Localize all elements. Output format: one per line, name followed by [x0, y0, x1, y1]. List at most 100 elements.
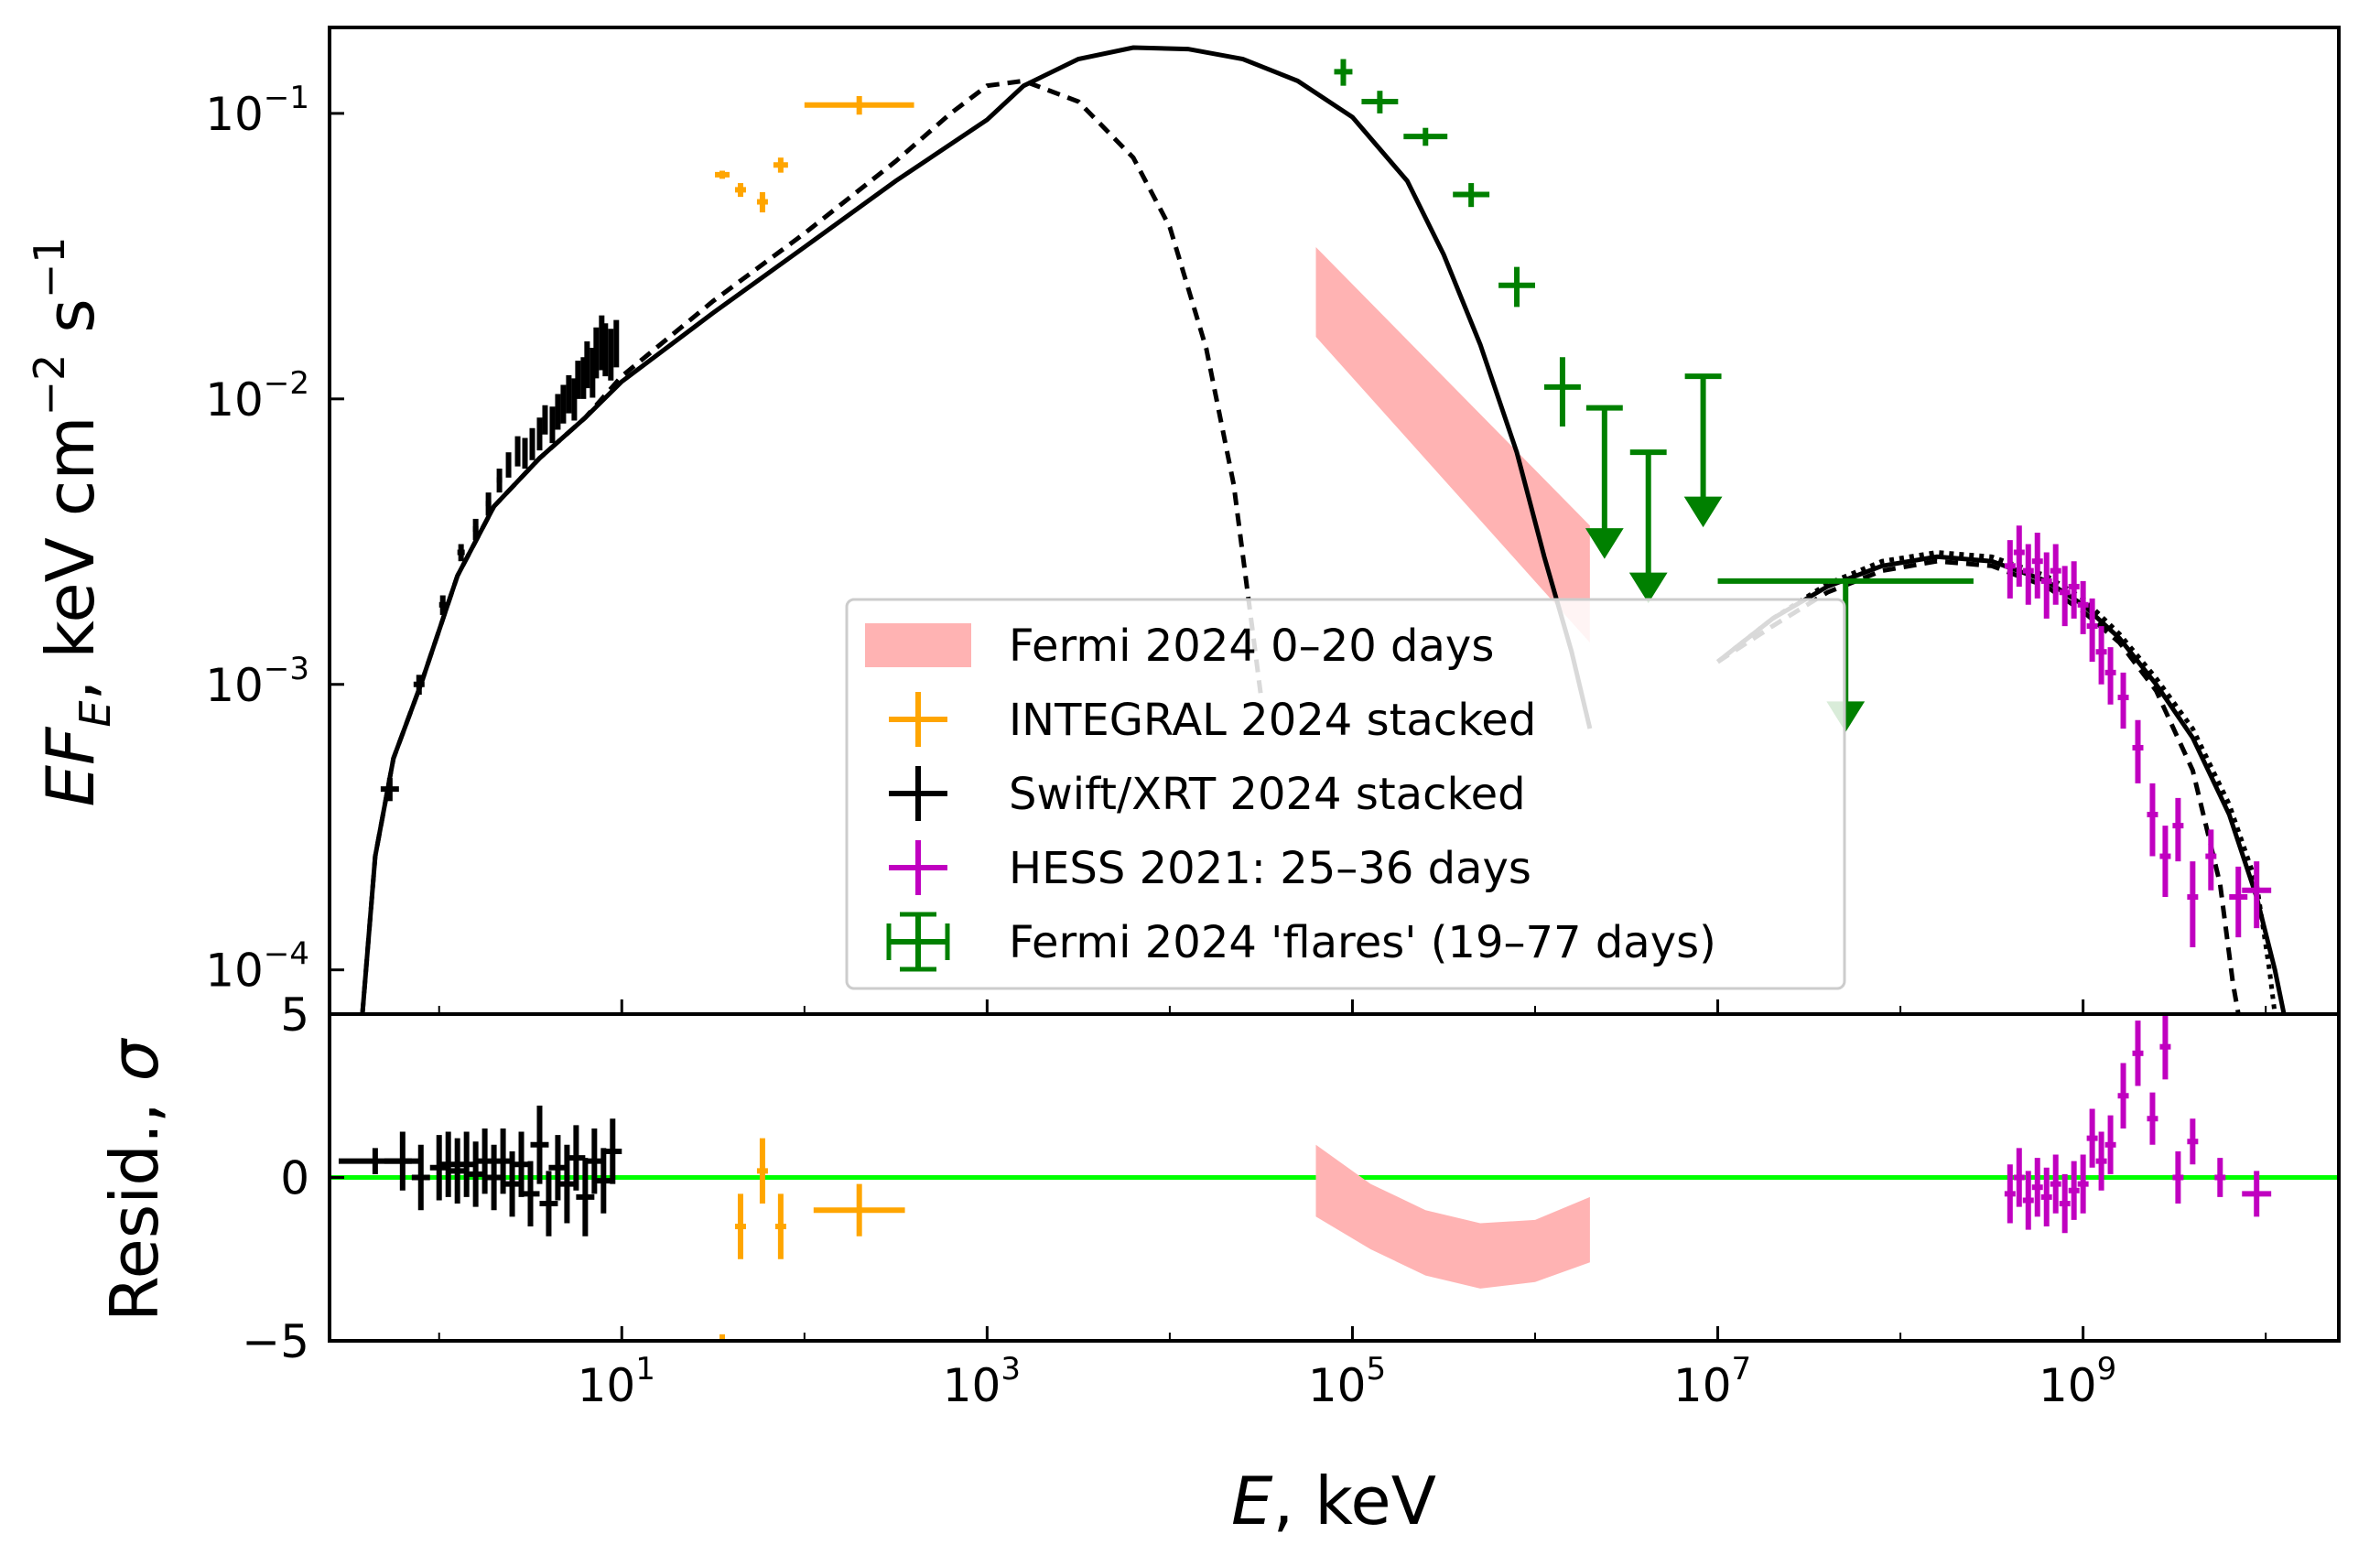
legend-label-2: Swift/XRT 2024 stacked: [1009, 769, 1526, 820]
data-point-0-14: [555, 394, 561, 430]
data-point-3-2: [1403, 127, 1448, 146]
residual-point-0-6: [457, 1131, 476, 1197]
data-point-2-0: [2004, 540, 2016, 599]
residual-point-2-17: [2187, 1118, 2199, 1165]
legend-entry-4: Fermi 2024 'flares' (19–77 days): [886, 912, 1716, 972]
data-point-2-10: [2095, 626, 2107, 685]
data-point-0-9: [522, 437, 528, 469]
data-point-3-4: [1498, 266, 1535, 308]
data-point-1-0: [715, 170, 730, 179]
data-point-2-12: [2117, 672, 2129, 729]
residual-point-2-18: [2214, 1158, 2226, 1197]
data-point-2-20: [2242, 861, 2272, 929]
residual-point-0-4: [438, 1131, 458, 1197]
data-point-2-16: [2172, 797, 2184, 862]
residual-point-2-5: [2050, 1154, 2061, 1214]
data-point-0-3: [457, 544, 465, 562]
x-axis-label: E, keV: [1231, 1463, 1436, 1539]
residual-point-0-14: [530, 1105, 549, 1184]
data-point-3-5: [1543, 357, 1581, 427]
data-point-0-0: [380, 778, 399, 802]
residual-point-0-3: [429, 1135, 449, 1201]
residual-point-2-13: [2132, 1020, 2144, 1086]
residual-point-2-6: [2059, 1173, 2071, 1234]
residual-point-1-3: [774, 1193, 786, 1259]
residual-point-0-9: [484, 1144, 503, 1211]
data-point-2-7: [2068, 561, 2080, 619]
upper-limit-0-0: [1585, 405, 1624, 559]
residual-point-0-16: [548, 1135, 568, 1201]
residual-point-0-8: [475, 1128, 494, 1194]
y-tick-label-0: 10−1: [205, 80, 309, 141]
legend-label-4: Fermi 2024 'flares' (19–77 days): [1009, 917, 1716, 968]
residual-point-2-4: [2040, 1167, 2052, 1227]
data-point-1-3: [773, 157, 788, 173]
x-tick-label-4: 109: [2039, 1351, 2116, 1412]
residual-point-2-16: [2172, 1150, 2184, 1204]
model-curve-1: [360, 78, 1264, 1014]
residual-point-0-19: [576, 1158, 595, 1236]
data-point-1-1: [734, 183, 746, 198]
fermi-band: [1315, 247, 1590, 643]
data-point-0-1: [413, 675, 425, 696]
residual-point-2-0: [2004, 1164, 2016, 1224]
top-panel: [360, 45, 2287, 1014]
residual-point-2-14: [2147, 1092, 2158, 1145]
residual-point-0-7: [466, 1141, 485, 1207]
residual-y-tick-label-2: −5: [242, 1315, 309, 1368]
data-point-0-2: [438, 595, 447, 615]
data-point-2-18: [2205, 829, 2217, 891]
residual-band: [1315, 1144, 1590, 1289]
data-point-0-20: [584, 341, 590, 389]
data-point-2-5: [2050, 544, 2061, 605]
data-point-0-12: [542, 405, 548, 435]
residual-point-0-22: [603, 1118, 622, 1184]
data-point-0-15: [560, 384, 567, 424]
data-point-2-9: [2086, 598, 2098, 663]
legend-label-0: Fermi 2024 0–20 days: [1009, 621, 1494, 672]
residual-point-2-7: [2068, 1161, 2080, 1220]
data-point-3-0: [1334, 59, 1353, 86]
x-tick-label-1: 103: [943, 1351, 1021, 1412]
data-point-0-22: [593, 327, 600, 379]
data-point-0-5: [485, 492, 492, 516]
residual-point-2-1: [2013, 1148, 2025, 1207]
data-point-2-2: [2022, 544, 2034, 605]
data-point-0-25: [608, 329, 614, 381]
legend-entry-0: Fermi 2024 0–20 days: [865, 621, 1494, 672]
residual-point-1-0: [719, 1334, 726, 1341]
residual-point-2-2: [2022, 1171, 2034, 1230]
svg-text:EFE, keV cm−2 s−1: EFE, keV cm−2 s−1: [25, 236, 120, 806]
x-tick-label-2: 105: [1308, 1351, 1386, 1412]
data-point-1-2: [756, 191, 768, 213]
data-point-0-24: [602, 323, 609, 377]
y-axis-label-bottom: Resid., σ: [96, 1037, 173, 1322]
data-point-2-15: [2159, 826, 2171, 898]
svg-text:Resid., σ: Resid., σ: [96, 1037, 173, 1322]
residual-point-1-4: [813, 1183, 905, 1236]
data-point-0-10: [529, 427, 536, 460]
legend-entry-3: HESS 2021: 25–36 days: [889, 840, 1531, 895]
data-point-2-19: [2229, 866, 2248, 938]
residual-point-2-3: [2031, 1158, 2043, 1217]
y-tick-label-1: 10−2: [205, 365, 309, 427]
residual-point-2-8: [2077, 1154, 2089, 1214]
legend-label-3: HESS 2021: 25–36 days: [1009, 843, 1531, 894]
data-point-3-1: [1361, 91, 1399, 113]
data-point-0-4: [472, 518, 479, 541]
ticks: 101 103 105 107 109 10−1 10−2 10−3 10−45 0 −5: [205, 80, 2267, 1412]
residual-panel: [330, 1014, 2339, 1341]
upper-limit-0-2: [1683, 373, 1723, 528]
data-point-0-16: [566, 375, 572, 414]
model-curve-0: [360, 45, 1593, 1014]
residual-point-1-2: [756, 1138, 768, 1204]
data-point-2-11: [2104, 647, 2116, 705]
data-point-0-13: [549, 406, 556, 444]
residual-point-0-18: [567, 1125, 586, 1191]
data-point-2-13: [2132, 719, 2144, 783]
residual-point-0-13: [521, 1161, 540, 1227]
residual-point-0-5: [448, 1138, 467, 1204]
legend-label-1: INTEGRAL 2024 stacked: [1009, 695, 1536, 746]
residual-point-2-12: [2117, 1063, 2129, 1128]
residual-point-1-1: [734, 1193, 746, 1259]
